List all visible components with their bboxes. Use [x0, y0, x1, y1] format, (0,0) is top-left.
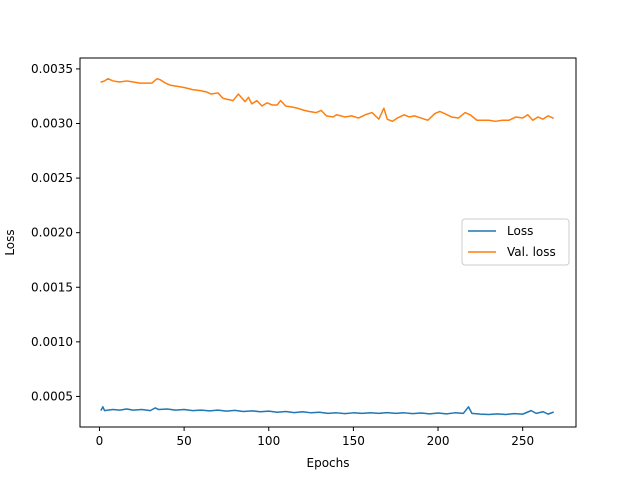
series-line-loss — [100, 406, 554, 416]
x-axis-ticks: 0 50 100 150 200 250 — [96, 427, 534, 448]
y-tick-label: 0.0030 — [31, 117, 73, 131]
y-tick-label: 0.0025 — [31, 171, 73, 185]
axes-frame — [79, 57, 577, 428]
x-tick-label: 200 — [427, 434, 450, 448]
y-axis-title: Loss — [3, 229, 17, 255]
y-tick-label: 0.0005 — [31, 389, 73, 403]
x-tick-label: 50 — [176, 434, 191, 448]
y-tick-label: 0.0010 — [31, 335, 73, 349]
legend: Loss Val. loss — [461, 218, 570, 266]
y-tick-label: 0.0035 — [31, 62, 73, 76]
y-tick-label: 0.0015 — [31, 280, 73, 294]
x-tick-label: 100 — [257, 434, 280, 448]
legend-label-val-loss: Val. loss — [507, 245, 556, 259]
legend-label-loss: Loss — [507, 224, 533, 238]
y-tick-label: 0.0020 — [31, 226, 73, 240]
x-axis-title: Epochs — [307, 456, 350, 470]
x-tick-label: 0 — [96, 434, 104, 448]
plot-area — [100, 77, 554, 416]
series-line-val-loss — [100, 77, 554, 123]
y-axis-ticks: 0.0005 0.0010 0.0015 0.0020 0.0025 0.0030 0.00… — [31, 62, 80, 403]
x-tick-label: 150 — [342, 434, 365, 448]
x-tick-label: 250 — [511, 434, 534, 448]
